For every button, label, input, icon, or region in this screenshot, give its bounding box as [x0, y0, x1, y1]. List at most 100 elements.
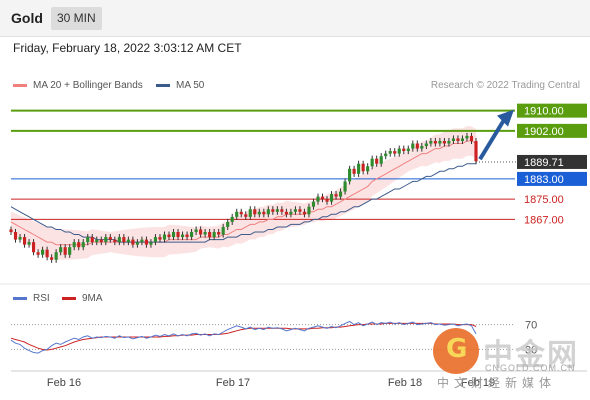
candle-body: [99, 239, 103, 243]
candle-body: [230, 216, 234, 222]
rsi-line: [10, 320, 477, 354]
candle-body: [397, 148, 401, 154]
candle-body: [420, 146, 424, 149]
timeframe-button[interactable]: 30 MIN: [51, 7, 102, 30]
candle-body: [442, 140, 446, 144]
candle-body: [36, 252, 40, 255]
candle-body: [235, 211, 239, 217]
candle-body: [406, 148, 410, 152]
level-label-3: 1883.00: [524, 174, 564, 186]
candle-body: [271, 209, 275, 212]
candle-body: [77, 242, 81, 248]
level-label-0: 1910.00: [524, 106, 564, 118]
candle-body: [167, 234, 171, 238]
candle-body: [253, 209, 257, 215]
candle-body: [311, 201, 316, 207]
candle-body: [248, 209, 252, 217]
candle-body: [460, 138, 465, 141]
candle-body: [320, 196, 325, 200]
candle-body: [284, 211, 288, 215]
candle-body: [217, 232, 221, 235]
legend-label-rsi: RSI: [33, 293, 50, 304]
candle-body: [122, 237, 126, 243]
candle-body: [131, 239, 135, 245]
candle-body: [226, 221, 230, 227]
rsi-ma9-line: [10, 322, 477, 351]
legend-label-ma20: MA 20 + Bollinger Bands: [33, 80, 143, 91]
legend-swatch-rsi: [13, 297, 27, 300]
candle-body: [433, 140, 437, 144]
candle-body: [18, 237, 22, 240]
candle-body: [149, 242, 153, 245]
candle-body: [465, 135, 469, 139]
x-tick-label-1: Feb 17: [216, 377, 250, 389]
candle-body: [153, 237, 158, 243]
candle-body: [63, 247, 67, 255]
watermark-sub: 中文财经新媒体: [437, 376, 557, 390]
candle-body: [31, 242, 36, 253]
watermark-logo: G: [433, 328, 479, 374]
forecast-arrow-shaft: [478, 115, 508, 161]
candle-body: [140, 239, 144, 243]
candle-body: [104, 237, 108, 243]
candle-body: [334, 194, 338, 197]
candle-body: [393, 151, 397, 154]
candle-body: [176, 232, 180, 238]
candle-body: [95, 239, 99, 243]
legend-label-ma50: MA 50: [176, 80, 205, 91]
x-tick-label-2: Feb 18: [388, 377, 422, 389]
candle-body: [180, 234, 185, 238]
candle-body: [474, 140, 478, 162]
candle-body: [190, 232, 194, 238]
candle-body: [212, 232, 216, 238]
candle-body: [108, 237, 112, 240]
candle-body: [194, 229, 198, 233]
candle-body: [126, 239, 130, 243]
candle-body: [366, 166, 370, 172]
ma20-line: [10, 140, 477, 246]
candle-body: [438, 140, 442, 144]
candle-body: [447, 140, 451, 144]
candle-body: [275, 209, 279, 212]
candle-body: [244, 214, 248, 217]
rsi-level-label-1: 30: [525, 344, 537, 356]
candle-body: [338, 191, 343, 197]
candle-body: [329, 194, 334, 202]
candle-body: [9, 229, 13, 233]
candle-body: [293, 209, 297, 212]
level-label-2: 1889.71: [524, 157, 564, 169]
candle-body: [352, 168, 356, 174]
credit-text: Research © 2022 Trading Central: [430, 80, 580, 91]
bollinger-band-area: [11, 126, 476, 260]
timestamp: Friday, February 18, 2022 3:03:12 AM CET: [13, 41, 242, 55]
forecast-arrow-head: [497, 109, 514, 127]
candle-body: [266, 209, 270, 215]
candle-body: [203, 232, 207, 235]
level-label-bg-0: [517, 103, 587, 118]
candle-body: [27, 242, 31, 245]
candle-body: [302, 211, 307, 215]
level-label-bg-4: [517, 192, 587, 207]
level-label-bg-2: [517, 154, 587, 169]
instrument-title: Gold: [11, 10, 43, 26]
x-tick-label-3: Feb 19: [461, 377, 495, 389]
candle-body: [81, 242, 85, 248]
candle-body: [343, 181, 347, 192]
candle-body: [50, 257, 54, 260]
candle-body: [357, 163, 361, 174]
candle-body: [135, 242, 139, 245]
candle-body: [185, 234, 189, 238]
x-tick-label-0: Feb 16: [47, 377, 81, 389]
candle-body: [117, 237, 121, 243]
candle-body: [59, 247, 63, 253]
candle-body: [415, 143, 419, 149]
watermark-cn: 中金网: [483, 338, 579, 373]
candle-body: [41, 249, 45, 255]
candle-body: [456, 138, 460, 141]
candle-body: [239, 211, 243, 215]
candle-body: [325, 199, 329, 202]
candle-body: [402, 148, 406, 152]
legend-ma50: MA 50: [156, 80, 204, 91]
candle-body: [429, 140, 433, 144]
